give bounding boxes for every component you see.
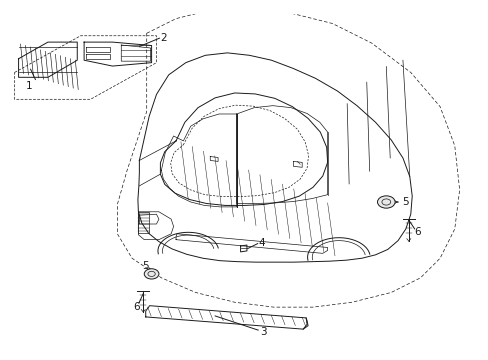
Text: 1: 1: [26, 81, 33, 91]
Text: 6: 6: [133, 302, 140, 312]
Text: 4: 4: [258, 238, 265, 248]
Ellipse shape: [377, 196, 394, 208]
Text: 2: 2: [160, 33, 166, 43]
Ellipse shape: [144, 269, 159, 279]
Text: 6: 6: [413, 227, 420, 237]
Text: 5: 5: [142, 261, 149, 271]
Text: 3: 3: [259, 327, 266, 337]
Text: 5: 5: [402, 197, 408, 207]
